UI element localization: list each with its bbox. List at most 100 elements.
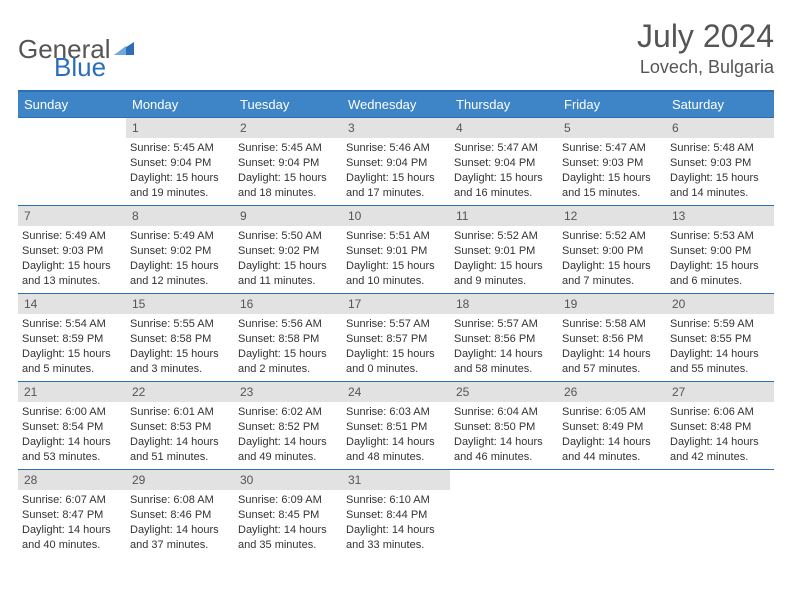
day-number: 13 [666, 206, 774, 226]
sunset-line: Sunset: 9:03 PM [562, 156, 662, 171]
day-number: 2 [234, 118, 342, 138]
day-number: 18 [450, 294, 558, 314]
sunrise-line: Sunrise: 6:09 AM [238, 493, 338, 508]
day-cell: 25Sunrise: 6:04 AMSunset: 8:50 PMDayligh… [450, 381, 558, 469]
day-body: Sunrise: 5:53 AMSunset: 9:00 PMDaylight:… [666, 226, 774, 292]
daylight-line: Daylight: 14 hours and 48 minutes. [346, 435, 446, 465]
day-body: Sunrise: 6:02 AMSunset: 8:52 PMDaylight:… [234, 402, 342, 468]
sunrise-line: Sunrise: 5:53 AM [670, 229, 770, 244]
day-number: 19 [558, 294, 666, 314]
daylight-line: Daylight: 15 hours and 3 minutes. [130, 347, 230, 377]
day-cell: 23Sunrise: 6:02 AMSunset: 8:52 PMDayligh… [234, 381, 342, 469]
sunrise-line: Sunrise: 6:06 AM [670, 405, 770, 420]
day-body: Sunrise: 5:51 AMSunset: 9:01 PMDaylight:… [342, 226, 450, 292]
day-body: Sunrise: 6:08 AMSunset: 8:46 PMDaylight:… [126, 490, 234, 556]
day-body: Sunrise: 5:57 AMSunset: 8:56 PMDaylight:… [450, 314, 558, 380]
sunset-line: Sunset: 9:03 PM [670, 156, 770, 171]
day-header: Saturday [666, 92, 774, 117]
daylight-line: Daylight: 14 hours and 58 minutes. [454, 347, 554, 377]
day-number: 26 [558, 382, 666, 402]
day-cell: 8Sunrise: 5:49 AMSunset: 9:02 PMDaylight… [126, 205, 234, 293]
day-cell: 1Sunrise: 5:45 AMSunset: 9:04 PMDaylight… [126, 117, 234, 205]
day-number: 31 [342, 470, 450, 490]
daylight-line: Daylight: 15 hours and 10 minutes. [346, 259, 446, 289]
daylight-line: Daylight: 15 hours and 9 minutes. [454, 259, 554, 289]
day-cell: 26Sunrise: 6:05 AMSunset: 8:49 PMDayligh… [558, 381, 666, 469]
day-body: Sunrise: 5:54 AMSunset: 8:59 PMDaylight:… [18, 314, 126, 380]
day-number: 4 [450, 118, 558, 138]
blank-cell [18, 117, 126, 205]
day-cell: 14Sunrise: 5:54 AMSunset: 8:59 PMDayligh… [18, 293, 126, 381]
day-body: Sunrise: 5:55 AMSunset: 8:58 PMDaylight:… [126, 314, 234, 380]
sunrise-line: Sunrise: 5:56 AM [238, 317, 338, 332]
sunrise-line: Sunrise: 5:45 AM [130, 141, 230, 156]
sunset-line: Sunset: 8:50 PM [454, 420, 554, 435]
day-header: Wednesday [342, 92, 450, 117]
sunset-line: Sunset: 8:45 PM [238, 508, 338, 523]
sunset-line: Sunset: 8:58 PM [238, 332, 338, 347]
day-header: Monday [126, 92, 234, 117]
day-cell: 18Sunrise: 5:57 AMSunset: 8:56 PMDayligh… [450, 293, 558, 381]
daylight-line: Daylight: 14 hours and 55 minutes. [670, 347, 770, 377]
sunset-line: Sunset: 8:46 PM [130, 508, 230, 523]
sunset-line: Sunset: 9:03 PM [22, 244, 122, 259]
blank-cell [450, 469, 558, 557]
daylight-line: Daylight: 15 hours and 6 minutes. [670, 259, 770, 289]
day-number: 22 [126, 382, 234, 402]
daylight-line: Daylight: 15 hours and 0 minutes. [346, 347, 446, 377]
day-number: 14 [18, 294, 126, 314]
day-body: Sunrise: 6:03 AMSunset: 8:51 PMDaylight:… [342, 402, 450, 468]
day-body: Sunrise: 5:46 AMSunset: 9:04 PMDaylight:… [342, 138, 450, 204]
daylight-line: Daylight: 15 hours and 12 minutes. [130, 259, 230, 289]
day-body: Sunrise: 6:07 AMSunset: 8:47 PMDaylight:… [18, 490, 126, 556]
day-cell: 10Sunrise: 5:51 AMSunset: 9:01 PMDayligh… [342, 205, 450, 293]
day-number: 25 [450, 382, 558, 402]
day-cell: 19Sunrise: 5:58 AMSunset: 8:56 PMDayligh… [558, 293, 666, 381]
day-number: 17 [342, 294, 450, 314]
sunrise-line: Sunrise: 5:57 AM [454, 317, 554, 332]
daylight-line: Daylight: 14 hours and 33 minutes. [346, 523, 446, 553]
daylight-line: Daylight: 14 hours and 57 minutes. [562, 347, 662, 377]
day-cell: 11Sunrise: 5:52 AMSunset: 9:01 PMDayligh… [450, 205, 558, 293]
sunrise-line: Sunrise: 6:00 AM [22, 405, 122, 420]
sunset-line: Sunset: 8:44 PM [346, 508, 446, 523]
sunrise-line: Sunrise: 5:57 AM [346, 317, 446, 332]
day-cell: 2Sunrise: 5:45 AMSunset: 9:04 PMDaylight… [234, 117, 342, 205]
day-number: 6 [666, 118, 774, 138]
sunset-line: Sunset: 9:04 PM [238, 156, 338, 171]
sunrise-line: Sunrise: 6:08 AM [130, 493, 230, 508]
blank-cell [666, 469, 774, 557]
title-block: July 2024 Lovech, Bulgaria [637, 18, 774, 78]
day-body: Sunrise: 5:49 AMSunset: 9:02 PMDaylight:… [126, 226, 234, 292]
sunrise-line: Sunrise: 5:50 AM [238, 229, 338, 244]
day-body: Sunrise: 5:59 AMSunset: 8:55 PMDaylight:… [666, 314, 774, 380]
day-number: 1 [126, 118, 234, 138]
sunset-line: Sunset: 9:04 PM [454, 156, 554, 171]
day-header: Thursday [450, 92, 558, 117]
day-body: Sunrise: 5:48 AMSunset: 9:03 PMDaylight:… [666, 138, 774, 204]
daylight-line: Daylight: 15 hours and 19 minutes. [130, 171, 230, 201]
sunset-line: Sunset: 8:48 PM [670, 420, 770, 435]
sunset-line: Sunset: 9:02 PM [130, 244, 230, 259]
day-cell: 20Sunrise: 5:59 AMSunset: 8:55 PMDayligh… [666, 293, 774, 381]
day-cell: 27Sunrise: 6:06 AMSunset: 8:48 PMDayligh… [666, 381, 774, 469]
day-cell: 16Sunrise: 5:56 AMSunset: 8:58 PMDayligh… [234, 293, 342, 381]
day-number: 8 [126, 206, 234, 226]
sunset-line: Sunset: 8:54 PM [22, 420, 122, 435]
day-header: Friday [558, 92, 666, 117]
sunrise-line: Sunrise: 6:02 AM [238, 405, 338, 420]
day-cell: 6Sunrise: 5:48 AMSunset: 9:03 PMDaylight… [666, 117, 774, 205]
day-number: 24 [342, 382, 450, 402]
sunset-line: Sunset: 9:02 PM [238, 244, 338, 259]
day-body: Sunrise: 5:45 AMSunset: 9:04 PMDaylight:… [234, 138, 342, 204]
daylight-line: Daylight: 15 hours and 13 minutes. [22, 259, 122, 289]
day-number: 23 [234, 382, 342, 402]
sunrise-line: Sunrise: 5:47 AM [562, 141, 662, 156]
logo-triangle-icon-2 [114, 39, 134, 60]
sunrise-line: Sunrise: 5:49 AM [130, 229, 230, 244]
sunrise-line: Sunrise: 5:51 AM [346, 229, 446, 244]
day-body: Sunrise: 5:49 AMSunset: 9:03 PMDaylight:… [18, 226, 126, 292]
day-number: 30 [234, 470, 342, 490]
day-body: Sunrise: 5:50 AMSunset: 9:02 PMDaylight:… [234, 226, 342, 292]
daylight-line: Daylight: 14 hours and 46 minutes. [454, 435, 554, 465]
